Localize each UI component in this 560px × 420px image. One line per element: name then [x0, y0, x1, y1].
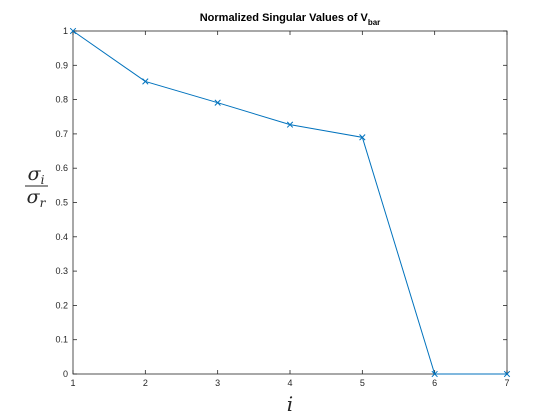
y-tick-label: 0.2: [55, 300, 68, 310]
y-axis-label-numerator: σi: [28, 163, 45, 187]
y-tick-label: 0.4: [55, 232, 68, 242]
axes-box: [72, 30, 508, 375]
y-axis-label: σi σr: [25, 163, 48, 210]
x-tick-label: 2: [143, 378, 148, 388]
data-point-marker-stroke: [142, 78, 149, 85]
data-point: [431, 370, 438, 378]
data-point-marker-stroke: [503, 370, 511, 378]
x-tick-label: 5: [360, 378, 365, 388]
data-point: [503, 370, 511, 378]
y-tick-label: 0: [63, 369, 68, 379]
y-axis-label-numerator-subscript: i: [41, 173, 45, 187]
y-axis-label-numerator-symbol: σ: [28, 163, 42, 185]
data-point-marker-stroke: [286, 121, 294, 128]
x-tick-label: 1: [70, 378, 75, 388]
y-tick-label: 0.7: [55, 129, 68, 139]
x-axis-label: i: [287, 392, 293, 416]
plot-area: [72, 30, 508, 375]
ticks: 1 2 3 4 5 6 7 0 0.1 0.2 0.3 0.4 0.5 0.6 0.7 0.8 0.9 1: [55, 26, 509, 388]
y-tick-label: 0.5: [55, 198, 68, 208]
y-tick-label: 0.9: [55, 60, 68, 70]
chart-title-subscript: bar: [368, 18, 380, 27]
series-layer: [69, 27, 511, 378]
chart-title: Normalized Singular Values of Vbar: [200, 12, 381, 27]
data-point-marker-stroke: [214, 99, 221, 106]
data-point-marker-stroke: [431, 370, 438, 378]
x-tick-label: 4: [287, 378, 292, 388]
data-point: [214, 99, 221, 106]
data-point: [286, 121, 294, 128]
y-tick-label: 0.1: [55, 335, 68, 345]
data-point: [69, 27, 77, 35]
y-axis-label-denominator-subscript: r: [40, 196, 47, 210]
data-point-marker-stroke: [69, 27, 77, 35]
y-axis-label-denominator-symbol: σ: [27, 186, 41, 208]
data-point: [359, 134, 366, 141]
x-tick-label: 6: [432, 378, 437, 388]
y-tick-label: 0.6: [55, 163, 68, 173]
x-tick-label: 3: [215, 378, 220, 388]
y-axis-label-denominator: σr: [27, 186, 47, 210]
x-tick-label: 7: [504, 378, 509, 388]
y-tick-label: 0.3: [55, 266, 68, 276]
y-tick-label: 0.8: [55, 95, 68, 105]
data-point: [142, 78, 149, 85]
chart-title-main: Normalized Singular Values of V: [200, 12, 369, 24]
data-point-marker-stroke: [359, 134, 366, 141]
y-tick-label: 1: [63, 26, 68, 36]
